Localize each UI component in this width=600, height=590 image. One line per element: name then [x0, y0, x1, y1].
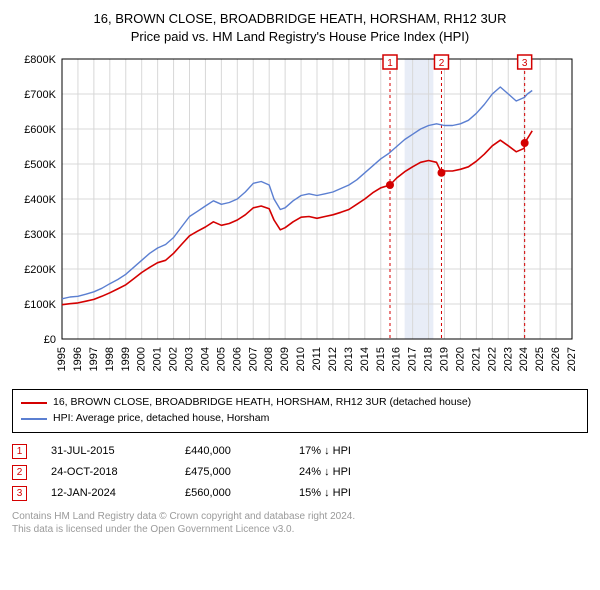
chart-title: 16, BROWN CLOSE, BROADBRIDGE HEATH, HORS…	[12, 10, 588, 45]
svg-text:£200K: £200K	[24, 264, 56, 276]
svg-text:2011: 2011	[311, 347, 323, 371]
event-marker: 1	[12, 444, 27, 459]
svg-text:2015: 2015	[375, 347, 387, 371]
event-price: £440,000	[185, 445, 275, 457]
svg-text:2020: 2020	[454, 347, 466, 371]
svg-text:2013: 2013	[343, 347, 355, 371]
legend: 16, BROWN CLOSE, BROADBRIDGE HEATH, HORS…	[12, 389, 588, 433]
svg-text:2019: 2019	[439, 347, 451, 371]
svg-text:£800K: £800K	[24, 54, 56, 66]
title-line-2: Price paid vs. HM Land Registry's House …	[12, 28, 588, 46]
footer-attribution: Contains HM Land Registry data © Crown c…	[12, 510, 588, 537]
event-row: 2 24-OCT-2018 £475,000 24% ↓ HPI	[12, 462, 588, 483]
svg-text:£500K: £500K	[24, 159, 56, 171]
title-line-1: 16, BROWN CLOSE, BROADBRIDGE HEATH, HORS…	[12, 10, 588, 28]
svg-text:2017: 2017	[407, 347, 419, 371]
svg-text:2010: 2010	[295, 347, 307, 371]
svg-text:£400K: £400K	[24, 194, 56, 206]
svg-text:2008: 2008	[263, 347, 275, 371]
chart-container: 16, BROWN CLOSE, BROADBRIDGE HEATH, HORS…	[0, 0, 600, 545]
event-row: 3 12-JAN-2024 £560,000 15% ↓ HPI	[12, 483, 588, 504]
svg-text:2009: 2009	[279, 347, 291, 371]
svg-text:3: 3	[522, 58, 528, 69]
svg-text:1: 1	[387, 58, 393, 69]
legend-swatch	[21, 418, 47, 420]
svg-text:2000: 2000	[136, 347, 148, 371]
event-date: 31-JUL-2015	[51, 445, 161, 457]
svg-text:£0: £0	[44, 334, 56, 346]
svg-text:£100K: £100K	[24, 299, 56, 311]
svg-text:1995: 1995	[56, 347, 68, 371]
event-row: 1 31-JUL-2015 £440,000 17% ↓ HPI	[12, 441, 588, 462]
svg-text:2006: 2006	[231, 347, 243, 371]
svg-text:2007: 2007	[247, 347, 259, 371]
svg-text:£700K: £700K	[24, 89, 56, 101]
svg-text:2023: 2023	[502, 347, 514, 371]
svg-text:2003: 2003	[184, 347, 196, 371]
line-chart: £0 £100K £200K £300K £400K £500K £600K £700K £80…	[12, 51, 588, 381]
chart-svg: £0 £100K £200K £300K £400K £500K £600K £700K £80…	[12, 51, 588, 381]
svg-text:£300K: £300K	[24, 229, 56, 241]
svg-text:1999: 1999	[120, 347, 132, 371]
event-diff: 15% ↓ HPI	[299, 487, 399, 499]
legend-item: HPI: Average price, detached house, Hors…	[21, 411, 579, 427]
svg-text:2027: 2027	[566, 347, 578, 371]
svg-text:2022: 2022	[486, 347, 498, 371]
svg-text:2: 2	[439, 58, 445, 69]
footer-line-1: Contains HM Land Registry data © Crown c…	[12, 510, 588, 524]
svg-text:1997: 1997	[88, 347, 100, 371]
svg-text:2016: 2016	[391, 347, 403, 371]
svg-text:2018: 2018	[423, 347, 435, 371]
legend-label: 16, BROWN CLOSE, BROADBRIDGE HEATH, HORS…	[53, 395, 471, 411]
event-date: 24-OCT-2018	[51, 466, 161, 478]
legend-swatch	[21, 402, 47, 404]
svg-text:2021: 2021	[470, 347, 482, 371]
svg-text:£600K: £600K	[24, 124, 56, 136]
svg-text:2024: 2024	[518, 347, 530, 371]
events-table: 1 31-JUL-2015 £440,000 17% ↓ HPI 2 24-OCT-201…	[12, 441, 588, 504]
legend-label: HPI: Average price, detached house, Hors…	[53, 411, 269, 427]
svg-text:1998: 1998	[104, 347, 116, 371]
svg-text:2004: 2004	[199, 347, 211, 371]
svg-text:2014: 2014	[359, 347, 371, 371]
svg-text:2001: 2001	[152, 347, 164, 371]
event-date: 12-JAN-2024	[51, 487, 161, 499]
event-marker: 2	[12, 465, 27, 480]
svg-text:2002: 2002	[168, 347, 180, 371]
event-diff: 24% ↓ HPI	[299, 466, 399, 478]
event-marker: 3	[12, 486, 27, 501]
event-price: £475,000	[185, 466, 275, 478]
legend-item: 16, BROWN CLOSE, BROADBRIDGE HEATH, HORS…	[21, 395, 579, 411]
svg-text:2012: 2012	[327, 347, 339, 371]
svg-text:2026: 2026	[550, 347, 562, 371]
svg-text:2005: 2005	[215, 347, 227, 371]
event-price: £560,000	[185, 487, 275, 499]
svg-text:2025: 2025	[534, 347, 546, 371]
event-diff: 17% ↓ HPI	[299, 445, 399, 457]
footer-line-2: This data is licensed under the Open Gov…	[12, 523, 588, 537]
svg-text:1996: 1996	[72, 347, 84, 371]
